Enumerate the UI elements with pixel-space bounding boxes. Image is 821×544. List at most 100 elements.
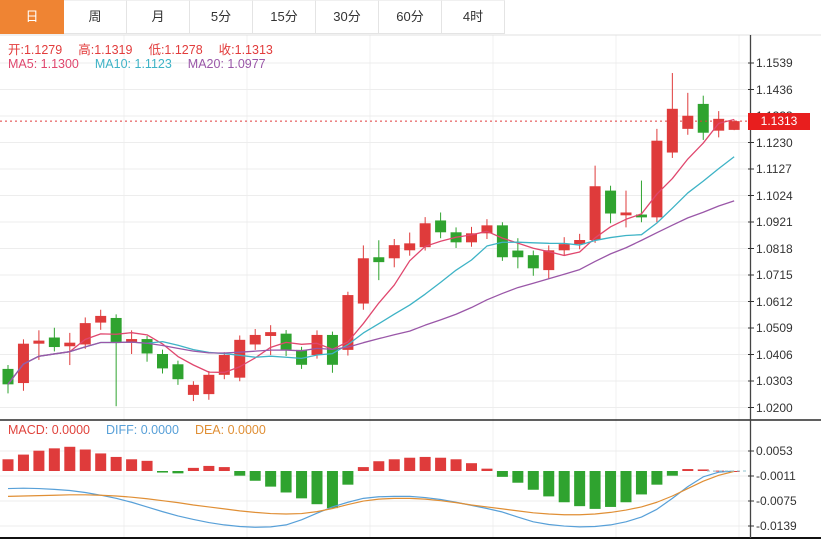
- candle-body: [481, 225, 493, 234]
- macd-histogram-bar: [64, 446, 76, 471]
- price-axis-tick: 1.0818: [756, 241, 793, 256]
- ma-readout: MA5: 1.1300 MA10: 1.1123 MA20: 1.0977: [8, 57, 282, 71]
- candle-body: [218, 355, 230, 375]
- macd-histogram-bar: [543, 471, 555, 497]
- macd-histogram-bar: [265, 471, 277, 487]
- tab-30min[interactable]: 30分: [316, 0, 379, 34]
- candle-body: [357, 258, 369, 304]
- macd-histogram-bar: [280, 471, 292, 493]
- candle-body: [110, 317, 122, 343]
- macd-histogram-bar: [48, 448, 60, 471]
- macd-axis-tick: -0.0139: [756, 519, 797, 533]
- candle-body: [543, 250, 555, 271]
- macd-histogram-bar: [589, 471, 601, 509]
- tab-month[interactable]: 月: [127, 0, 190, 34]
- candle-body: [666, 108, 678, 153]
- price-axis-tick: 1.1539: [756, 56, 793, 70]
- candle-body: [713, 118, 725, 131]
- candle-body: [141, 339, 153, 354]
- price-axis-tick: 1.1024: [756, 188, 793, 203]
- candle-body: [388, 245, 400, 259]
- candle-body: [574, 240, 586, 245]
- candle-body: [512, 250, 524, 258]
- macd-row-macd: MACD: 0.0000: [8, 423, 90, 437]
- candle-body: [157, 353, 168, 369]
- macd-histogram-bar: [218, 467, 230, 471]
- macd-histogram-bar: [635, 471, 647, 495]
- macd-histogram-bar: [187, 467, 199, 471]
- macd-histogram-bar: [404, 457, 416, 471]
- macd-histogram-bar: [311, 471, 323, 505]
- macd-histogram-bar: [141, 460, 153, 471]
- macd-histogram-bar: [79, 449, 91, 471]
- macd-histogram-bar: [435, 457, 447, 471]
- macd-histogram-bar: [203, 465, 215, 471]
- macd-histogram-bar: [17, 454, 29, 471]
- candle-body: [79, 323, 91, 345]
- candle-body: [265, 332, 277, 336]
- macd-histogram-bar: [527, 471, 539, 490]
- ma-row-ma5: MA5: 1.1300: [8, 57, 79, 71]
- candle-body: [651, 140, 663, 218]
- macd-histogram-bar: [33, 450, 45, 471]
- price-axis-tick: 1.0200: [756, 400, 793, 415]
- macd-histogram-bar: [666, 471, 678, 476]
- price-axis-tick: 1.0612: [756, 294, 793, 309]
- tab-5min[interactable]: 5分: [190, 0, 253, 34]
- candle-body: [697, 103, 709, 133]
- ma20-line: [7, 200, 735, 385]
- candle-body: [342, 295, 354, 350]
- macd-histogram-bar: [95, 453, 107, 471]
- price-axis-tick: 1.0509: [756, 321, 793, 335]
- macd-histogram-bar: [172, 471, 184, 474]
- macd-histogram-bar: [388, 459, 400, 471]
- macd-histogram-bar: [496, 471, 508, 477]
- tab-15min[interactable]: 15分: [253, 0, 316, 34]
- ohlc-readout: 开:1.1279 高:1.1319 低:1.1278 收:1.1313: [8, 39, 289, 58]
- macd-histogram-bar: [110, 456, 122, 471]
- timeframe-tab-bar: 日周月 5分 15分 30分 60分 4时: [0, 0, 505, 34]
- price-axis-tick: 1.1436: [756, 82, 793, 97]
- candle-body: [249, 334, 261, 345]
- candle-body: [48, 337, 60, 348]
- price-axis-tick: 1.0715: [756, 268, 793, 282]
- macd-histogram-bar: [419, 456, 431, 471]
- macd-histogram-bar: [326, 471, 338, 509]
- candle-body: [466, 233, 477, 243]
- candle-body: [419, 223, 431, 248]
- macd-histogram-bar: [249, 471, 261, 481]
- candle-body: [373, 257, 385, 263]
- ma-row-ma20: MA20: 1.0977: [187, 57, 266, 71]
- tab-day[interactable]: 日: [0, 0, 64, 34]
- quote-row-low: 低:1.1278: [148, 43, 203, 57]
- macd-histogram-bar: [605, 471, 617, 507]
- candle-body: [234, 339, 246, 378]
- candle-body: [620, 212, 632, 216]
- candle-body: [605, 190, 617, 214]
- diff-line: [7, 470, 735, 528]
- macd-histogram-bar: [466, 463, 477, 471]
- candle-body: [64, 342, 76, 347]
- macd-histogram-bar: [2, 459, 14, 471]
- macd-row-diff: DIFF: 0.0000: [105, 423, 179, 437]
- macd-histogram-bar: [713, 470, 725, 472]
- tab-4hour[interactable]: 4时: [442, 0, 505, 34]
- macd-histogram-bar: [126, 459, 138, 471]
- quote-row-close: 收:1.1313: [218, 43, 273, 57]
- candle-body: [172, 364, 184, 380]
- tab-60min[interactable]: 60分: [379, 0, 442, 34]
- current-price-tag: 1.1313: [748, 112, 810, 130]
- macd-histogram-bar: [234, 471, 246, 476]
- dea-line: [7, 470, 735, 516]
- candle-body: [311, 334, 323, 356]
- tab-week[interactable]: 周: [64, 0, 127, 34]
- macd-histogram-bar: [682, 469, 694, 471]
- candle-body: [404, 243, 416, 251]
- candle-body: [635, 214, 647, 218]
- price-axis-tick: 1.0303: [756, 374, 793, 388]
- macd-histogram-bar: [512, 471, 524, 483]
- candle-body: [33, 340, 45, 344]
- macd-histogram-bar: [481, 468, 493, 471]
